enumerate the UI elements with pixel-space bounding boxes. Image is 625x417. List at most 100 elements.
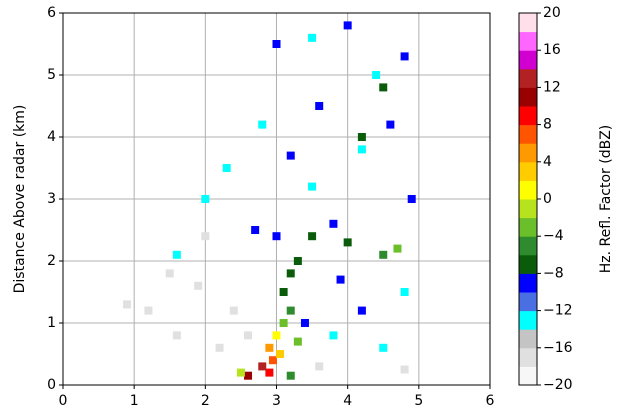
x-tick-label: 0	[59, 393, 68, 409]
colorbar-band	[519, 87, 537, 107]
colorbar-tick-label: 8	[543, 117, 552, 133]
radar-cell	[400, 52, 409, 61]
colorbar-band	[519, 124, 537, 144]
radar-cell	[300, 319, 309, 327]
radar-cell	[393, 244, 402, 253]
radar-cell	[329, 331, 338, 340]
radar-cell	[276, 350, 285, 358]
radar-cell	[244, 371, 253, 380]
radar-cell	[379, 343, 388, 352]
radar-cell	[279, 319, 288, 327]
colorbar-band	[519, 366, 537, 386]
radar-cell	[265, 368, 274, 377]
y-tick-label: 5	[47, 67, 56, 83]
radar-cell	[229, 306, 238, 315]
colorbar-band	[519, 68, 537, 88]
colorbar-band	[519, 161, 537, 181]
radar-cell	[372, 71, 381, 79]
x-tick-label: 5	[414, 393, 423, 409]
y-tick-label: 0	[47, 377, 56, 393]
radar-cell	[123, 300, 132, 309]
y-tick-label: 4	[47, 129, 56, 145]
radar-cell	[386, 120, 395, 129]
colorbar-band	[519, 180, 537, 200]
colorbar-tick-label: −8	[543, 265, 564, 281]
colorbar-band	[519, 217, 537, 237]
radar-cell	[286, 371, 295, 380]
radar-cell	[379, 250, 388, 259]
colorbar-tick-label: −20	[543, 377, 573, 393]
radar-cell	[279, 288, 288, 296]
colorbar-band	[519, 50, 537, 70]
radar-cell	[268, 356, 277, 365]
radar-cell	[165, 269, 174, 278]
radar-cell	[265, 343, 274, 352]
colorbar-band	[519, 106, 537, 126]
radar-cell	[315, 102, 324, 110]
plot-frame	[62, 12, 491, 386]
radar-cell	[222, 164, 231, 172]
radar-cell	[336, 275, 345, 284]
colorbar-tick-label: 12	[543, 79, 561, 95]
colorbar-band	[519, 199, 537, 219]
colorbar-tick-label: 16	[543, 42, 561, 58]
radar-cell	[201, 232, 210, 241]
radar-cell	[286, 269, 295, 278]
y-tick-label: 3	[47, 191, 56, 207]
colorbar-band	[519, 143, 537, 163]
radar-cell	[329, 219, 338, 228]
colorbar-tick-label: −12	[543, 303, 573, 319]
y-axis-label: Distance Above radar (km)	[12, 105, 28, 294]
colorbar-band	[519, 347, 537, 367]
radar-cell	[400, 365, 409, 374]
radar-cell	[400, 288, 409, 296]
y-tick-label: 6	[47, 5, 56, 21]
radar-cell	[272, 331, 281, 340]
radar-cell	[286, 306, 295, 315]
radar-cell	[215, 343, 224, 352]
colorbar-tick-label: 0	[543, 191, 552, 207]
y-tick-label: 2	[47, 253, 56, 269]
radar-cell	[293, 337, 302, 346]
x-tick-label: 6	[486, 393, 495, 409]
colorbar-band	[519, 236, 537, 256]
x-tick-label: 2	[201, 393, 210, 409]
radar-cell	[315, 362, 324, 371]
radar-cell	[407, 195, 416, 203]
colorbar-label: Hz. Refl. Factor (dBZ)	[598, 125, 614, 274]
radar-cell	[293, 257, 302, 265]
colorbar-band	[519, 310, 537, 330]
radar-cell	[379, 83, 388, 92]
radar-cell	[357, 145, 366, 154]
colorbar-tick-label: −4	[543, 228, 564, 244]
radar-cell	[194, 281, 203, 290]
radar-cell	[308, 232, 317, 241]
radar-cell	[172, 331, 181, 340]
radar-cell	[236, 368, 245, 377]
y-tick-label: 1	[47, 315, 56, 331]
colorbar-band	[519, 31, 537, 51]
radar-cell	[258, 120, 267, 129]
radar-cell	[144, 306, 153, 315]
radar-cell	[308, 33, 317, 42]
colorbar-tick-label: 4	[543, 154, 552, 170]
colorbar-band	[519, 13, 537, 33]
colorbar-band	[519, 273, 537, 293]
colorbar-tick-label: −16	[543, 340, 573, 356]
radar-cell	[357, 133, 366, 141]
radar-cell	[172, 250, 181, 259]
colorbar-band	[519, 329, 537, 349]
x-tick-label: 1	[130, 393, 139, 409]
radar-cell	[251, 226, 260, 234]
radar-cell	[272, 232, 281, 241]
colorbar-band	[519, 254, 537, 274]
x-tick-label: 4	[343, 393, 352, 409]
colorbar-band	[519, 292, 537, 312]
radar-cell	[272, 40, 281, 48]
radar-cell	[286, 151, 295, 160]
x-tick-label: 3	[272, 393, 281, 409]
radar-cell	[308, 182, 317, 191]
radar-cell	[258, 362, 267, 371]
colorbar-tick-label: 20	[543, 5, 561, 21]
